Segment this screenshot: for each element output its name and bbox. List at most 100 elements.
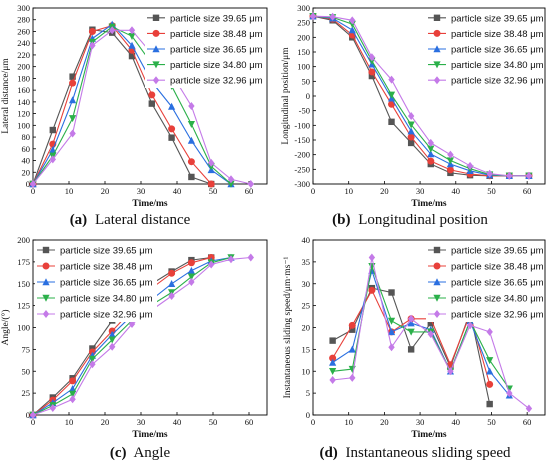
data-point bbox=[388, 343, 395, 352]
caption-c: (c) Angle bbox=[110, 445, 171, 461]
data-point bbox=[69, 96, 77, 104]
x-tick-label: 0 bbox=[31, 186, 35, 196]
data-point bbox=[89, 41, 96, 50]
x-tick-label: 40 bbox=[452, 417, 461, 427]
legend-swatch-marker bbox=[42, 294, 50, 302]
legend-swatch-marker bbox=[433, 76, 441, 85]
data-point bbox=[447, 150, 454, 159]
x-tick-label: 50 bbox=[209, 417, 218, 427]
legend-entry: particle size 36.65 μm bbox=[451, 45, 544, 56]
y-axis-label: Longitudinal position/μm bbox=[281, 47, 291, 145]
data-point bbox=[69, 390, 77, 398]
legend-entry: particle size 36.65 μm bbox=[60, 278, 153, 289]
data-point bbox=[447, 367, 454, 376]
legend-entry: particle size 38.48 μm bbox=[451, 262, 544, 273]
y-tick-label: -100 bbox=[294, 120, 310, 130]
data-point bbox=[168, 134, 175, 141]
y-tick-label: 30 bbox=[302, 279, 311, 289]
legend-entry: particle size 36.65 μm bbox=[451, 278, 544, 289]
caption-b: (b) Longitudinal position bbox=[332, 212, 488, 228]
y-tick-label: 0 bbox=[306, 91, 310, 101]
x-axis-label: Time/ms bbox=[411, 430, 446, 440]
x-tick-label: 50 bbox=[209, 186, 218, 196]
data-point bbox=[446, 166, 454, 174]
y-tick-label: 0 bbox=[26, 410, 30, 420]
data-point bbox=[486, 367, 494, 375]
x-tick-label: 0 bbox=[31, 417, 35, 427]
data-point bbox=[388, 289, 395, 296]
caption-a: (a) Lateral distance bbox=[70, 212, 191, 228]
y-tick-label: 125 bbox=[17, 301, 30, 311]
data-point bbox=[329, 376, 336, 384]
x-tick-label: 0 bbox=[311, 186, 315, 196]
data-point bbox=[349, 373, 356, 382]
data-point bbox=[309, 12, 317, 21]
data-point bbox=[486, 169, 493, 178]
data-point bbox=[506, 171, 513, 180]
legend-swatch-marker bbox=[433, 278, 441, 286]
caption-c-label: (c) bbox=[110, 445, 127, 461]
legend-entry: particle size 34.80 μm bbox=[60, 294, 153, 305]
panel-lateral-distance: 0 10 20 30 40 50 60020406080100120140160180200… bbox=[1, 3, 268, 209]
data-point bbox=[407, 346, 415, 353]
data-point bbox=[108, 330, 116, 338]
data-point bbox=[188, 101, 195, 110]
y-tick-label: 20 bbox=[22, 167, 31, 177]
x-tick-label: 10 bbox=[344, 417, 353, 427]
legend-swatch-marker bbox=[152, 29, 160, 37]
caption-d-text: Instantaneous sliding speed bbox=[346, 445, 511, 461]
x-tick-label: 50 bbox=[487, 417, 496, 427]
data-point bbox=[168, 102, 176, 110]
y-tick-label: 150 bbox=[297, 47, 310, 57]
y-tick-label: 50 bbox=[22, 366, 31, 376]
data-point bbox=[427, 138, 434, 147]
data-point bbox=[388, 118, 395, 126]
y-tick-label: 100 bbox=[17, 120, 30, 130]
y-axis-label: Angle/(°) bbox=[0, 310, 11, 346]
y-tick-label: -250 bbox=[294, 164, 310, 174]
legend-entry: particle size 32.96 μm bbox=[451, 76, 544, 87]
data-point bbox=[187, 136, 195, 144]
x-tick-label: 40 bbox=[452, 186, 461, 196]
y-tick-label: -150 bbox=[294, 135, 310, 145]
data-point bbox=[128, 41, 136, 49]
caption-d: (d) Instantaneous sliding speed bbox=[319, 445, 511, 461]
data-point bbox=[69, 377, 77, 385]
legend-swatch-marker bbox=[152, 14, 160, 21]
data-point bbox=[49, 404, 56, 412]
y-tick-label: -300 bbox=[294, 179, 310, 189]
data-point bbox=[109, 26, 116, 35]
x-tick-label: 10 bbox=[65, 186, 74, 196]
caption-a-text: Lateral distance bbox=[95, 212, 191, 228]
data-point bbox=[525, 404, 533, 413]
y-tick-label: 20 bbox=[302, 323, 311, 333]
data-point bbox=[329, 368, 337, 376]
data-point bbox=[407, 328, 415, 336]
data-point bbox=[69, 395, 76, 404]
data-point bbox=[168, 292, 175, 300]
legend-swatch-marker bbox=[152, 45, 160, 53]
y-tick-label: 120 bbox=[17, 109, 30, 119]
y-tick-label: 50 bbox=[302, 76, 311, 86]
data-point bbox=[388, 100, 396, 108]
x-tick-label: 50 bbox=[487, 186, 496, 196]
legend-swatch-marker bbox=[152, 76, 160, 85]
data-point bbox=[368, 68, 376, 76]
data-point bbox=[329, 337, 336, 344]
x-tick-label: 20 bbox=[101, 186, 110, 196]
y-tick-label: 60 bbox=[22, 144, 31, 154]
x-tick-label: 40 bbox=[173, 186, 182, 196]
legend-entry: particle size 39.65 μm bbox=[451, 13, 544, 24]
y-tick-label: 240 bbox=[17, 38, 30, 48]
data-point bbox=[207, 180, 215, 188]
data-point bbox=[427, 319, 434, 327]
data-point bbox=[348, 345, 356, 353]
x-axis-label: Time/ms bbox=[132, 430, 167, 440]
caption-d-label: (d) bbox=[319, 445, 337, 461]
data-point bbox=[525, 171, 533, 180]
y-tick-label: 200 bbox=[297, 32, 310, 42]
data-point bbox=[407, 127, 415, 135]
data-point bbox=[486, 357, 494, 365]
panel-sliding-speed: 0 10 20 30 40 50 60 0 5 10 15 20 25 30 35 40 Time/ms Inst… bbox=[283, 235, 546, 440]
